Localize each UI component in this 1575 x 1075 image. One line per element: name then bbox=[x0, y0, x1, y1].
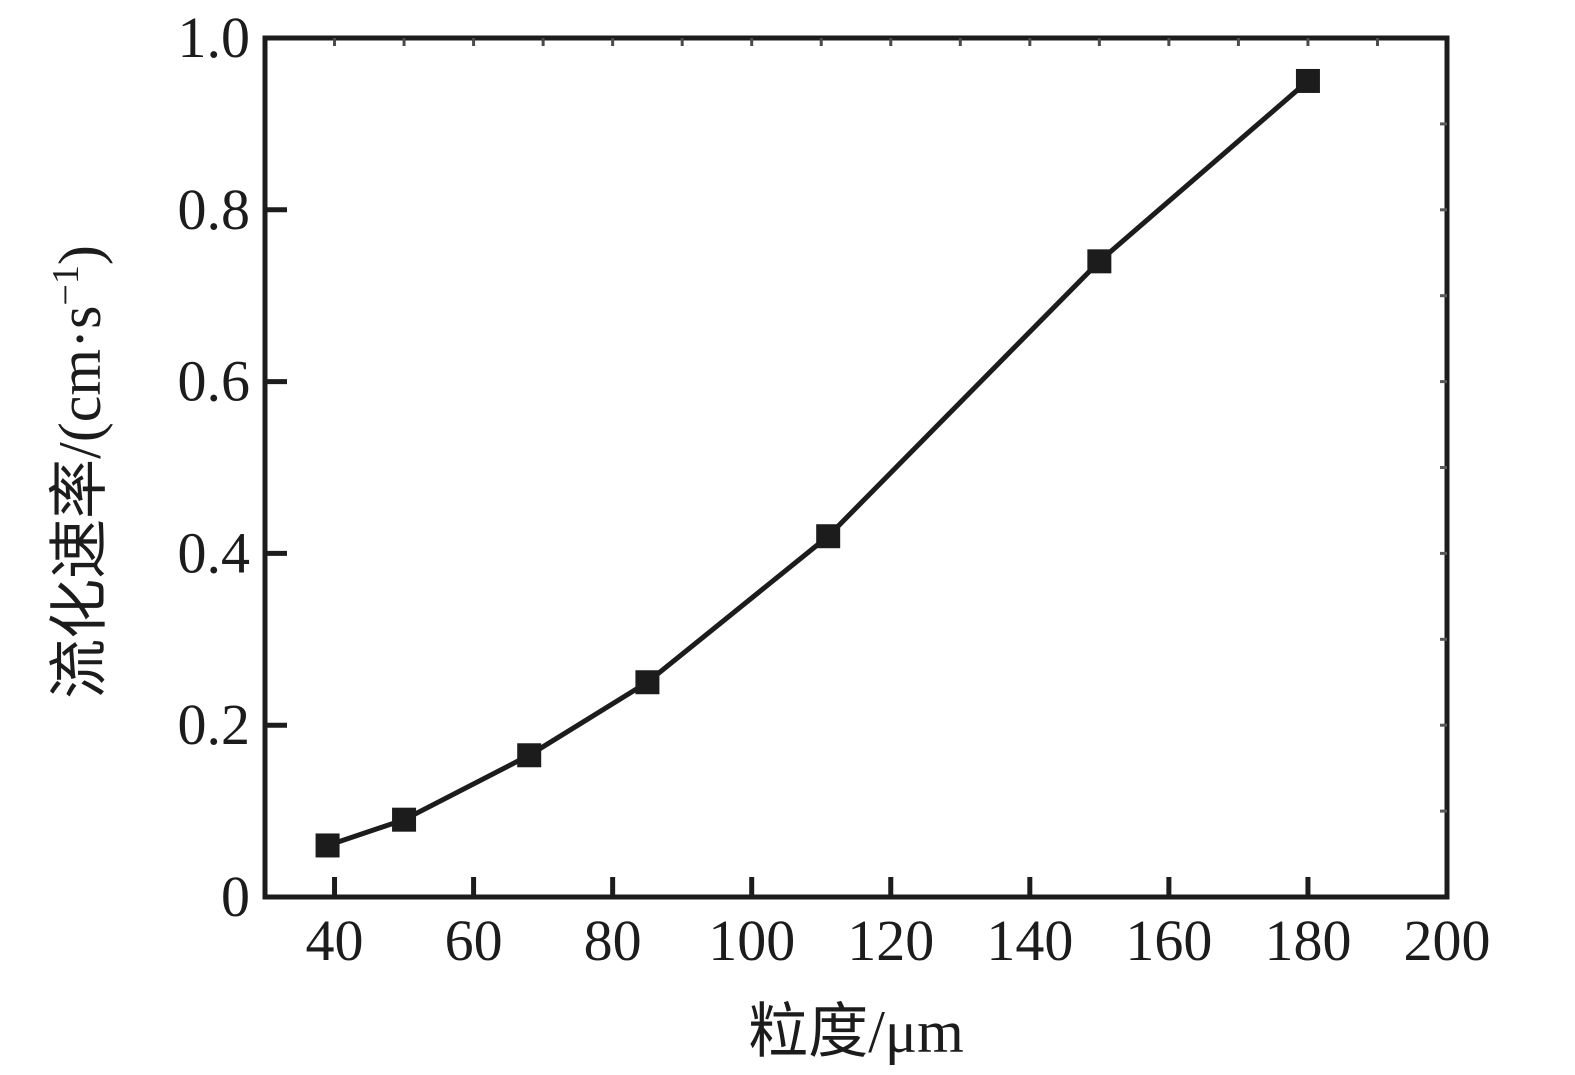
data-series bbox=[315, 68, 1320, 858]
x-tick-label: 140 bbox=[986, 908, 1073, 973]
series-line bbox=[326, 79, 1310, 848]
x-tick-label: 180 bbox=[1264, 908, 1351, 973]
y-tick-label: 1.0 bbox=[178, 5, 251, 70]
x-axis-ticks bbox=[332, 877, 1450, 897]
y-tick-label: 0.4 bbox=[178, 520, 251, 585]
data-point-marker bbox=[315, 833, 340, 858]
y-tick-label: 0.2 bbox=[178, 692, 251, 757]
x-axis-title: 粒度/μm bbox=[748, 999, 964, 1065]
y-axis-tick-labels: 0 0.2 0.4 0.6 0.8 1.0 bbox=[178, 5, 251, 929]
x-tick-label: 120 bbox=[847, 908, 934, 973]
data-point-marker bbox=[1087, 249, 1112, 274]
x-tick-label: 200 bbox=[1404, 908, 1491, 973]
x-tick-label: 100 bbox=[708, 908, 795, 973]
x-tick-label: 80 bbox=[584, 908, 642, 973]
y-axis-title: 流化速率/(cm·s−1) bbox=[45, 245, 113, 699]
x-tick-label: 60 bbox=[445, 908, 503, 973]
y-tick-label: 0.8 bbox=[178, 177, 251, 242]
data-point-marker bbox=[816, 524, 841, 549]
data-point-marker bbox=[517, 743, 542, 768]
y-tick-label: 0 bbox=[221, 864, 250, 929]
x-tick-label: 160 bbox=[1125, 908, 1212, 973]
data-point-marker bbox=[635, 670, 660, 695]
y-axis-title-main: 流化速率/(cm·s bbox=[47, 306, 113, 699]
y-axis-title-superscript: −1 bbox=[45, 265, 87, 305]
y-axis-ticks bbox=[265, 35, 287, 900]
y-tick-label: 0.6 bbox=[178, 349, 251, 414]
data-point-marker bbox=[1295, 68, 1320, 93]
x-axis-tick-labels: 40 60 80 100 120 140 160 180 200 bbox=[306, 908, 1491, 973]
x-tick-label: 40 bbox=[306, 908, 364, 973]
right-minor-ticks bbox=[1440, 122, 1447, 813]
data-point-marker bbox=[392, 807, 417, 832]
top-minor-ticks bbox=[333, 38, 1379, 46]
plot-frame bbox=[262, 35, 1450, 900]
y-axis-title-close: ) bbox=[47, 245, 113, 265]
